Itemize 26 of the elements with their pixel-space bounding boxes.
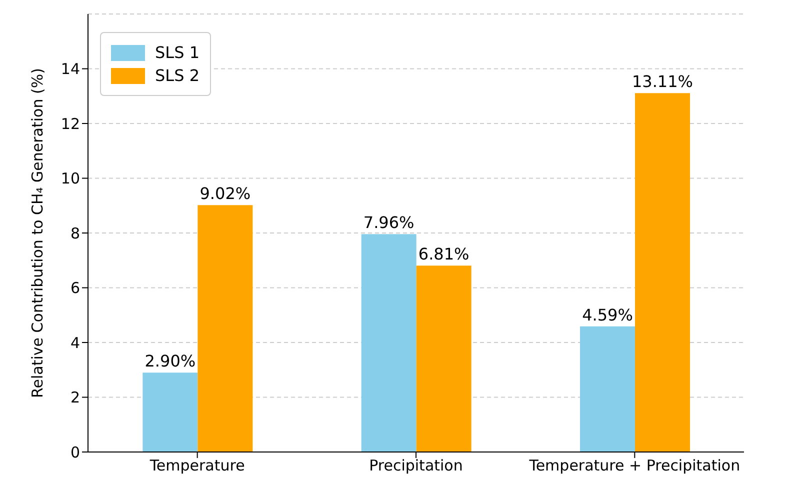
- data-label: 2.90%: [144, 352, 196, 371]
- legend-label: SLS 1: [155, 43, 200, 62]
- bar: [142, 372, 198, 452]
- bar: [198, 205, 253, 452]
- data-label: 9.02%: [200, 184, 251, 204]
- y-tick-label: 4: [70, 334, 80, 352]
- bar: [580, 326, 635, 452]
- data-label: 7.96%: [363, 213, 414, 232]
- y-axis-title: Relative Contribution to CH₄ Generation (%): [28, 68, 46, 398]
- y-tick-label: 6: [70, 279, 80, 298]
- bar: [361, 234, 416, 452]
- y-tick-label: 0: [70, 443, 80, 462]
- x-tick-label: Temperature: [148, 456, 245, 475]
- x-tick-label: Temperature + Precipitation: [528, 456, 740, 475]
- bar: [416, 266, 472, 452]
- y-tick-label: 10: [60, 170, 80, 188]
- legend-label: SLS 2: [155, 66, 200, 85]
- data-label: 6.81%: [418, 244, 470, 264]
- y-tick-label: 14: [60, 60, 80, 78]
- data-label: 4.59%: [582, 305, 633, 324]
- y-tick-label: 8: [70, 224, 80, 242]
- x-tick-label: Precipitation: [369, 456, 463, 475]
- y-tick-label: 2: [70, 388, 80, 407]
- y-tick-label: 12: [60, 114, 80, 133]
- data-label: 13.11%: [632, 72, 694, 92]
- bar: [635, 93, 690, 452]
